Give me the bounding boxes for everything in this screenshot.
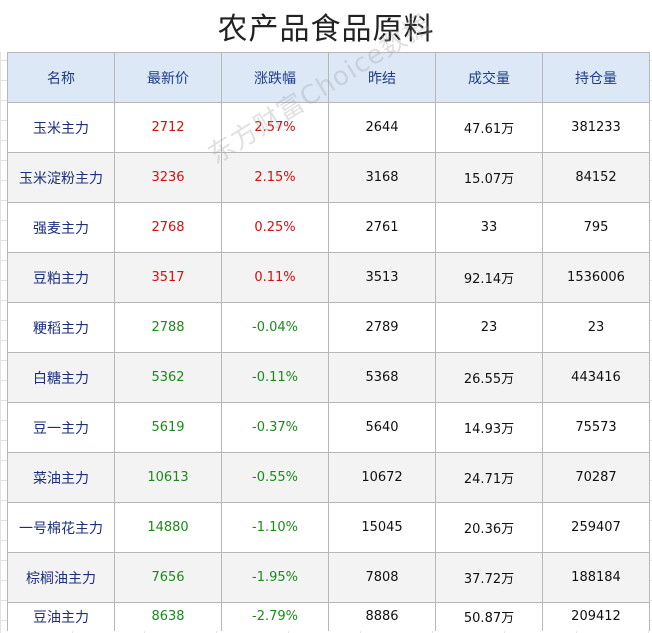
col-header-prev[interactable]: 昨结	[328, 52, 436, 103]
table-row: 玉米主力 2712 2.57% 2644 47.61万 381233	[7, 102, 650, 153]
cell-name[interactable]: 豆一主力	[7, 402, 115, 453]
cell-change[interactable]: -2.79%	[221, 602, 329, 631]
cell-volume[interactable]: 24.71万	[435, 452, 543, 503]
table-row: 豆粕主力 3517 0.11% 3513 92.14万 1536006	[7, 252, 650, 303]
cell-change[interactable]: -0.04%	[221, 302, 329, 353]
table-row: 一号棉花主力 14880 -1.10% 15045 20.36万 259407	[7, 502, 650, 553]
cell-volume[interactable]: 23	[435, 302, 543, 353]
cell-change[interactable]: 2.57%	[221, 102, 329, 153]
cell-change[interactable]: -0.37%	[221, 402, 329, 453]
cell-oi[interactable]: 70287	[542, 452, 650, 503]
cell-name[interactable]: 豆粕主力	[7, 252, 115, 303]
cell-change[interactable]: -1.10%	[221, 502, 329, 553]
cell-prev[interactable]: 3168	[328, 152, 436, 203]
cell-change[interactable]: 0.25%	[221, 202, 329, 253]
col-header-name[interactable]: 名称	[7, 52, 115, 103]
col-header-change[interactable]: 涨跌幅	[221, 52, 329, 103]
cell-oi[interactable]: 795	[542, 202, 650, 253]
cell-price[interactable]: 8638	[114, 602, 222, 631]
cell-price[interactable]: 2712	[114, 102, 222, 153]
cell-price[interactable]: 2788	[114, 302, 222, 353]
table-row: 白糖主力 5362 -0.11% 5368 26.55万 443416	[7, 352, 650, 403]
cell-prev[interactable]: 8886	[328, 602, 436, 631]
col-header-oi[interactable]: 持仓量	[542, 52, 650, 103]
cell-prev[interactable]: 5368	[328, 352, 436, 403]
cell-name[interactable]: 玉米主力	[7, 102, 115, 153]
futures-table: 名称 最新价 涨跌幅 昨结 成交量 持仓量 玉米主力 2712 2.57% 26…	[7, 52, 650, 631]
cell-name[interactable]: 白糖主力	[7, 352, 115, 403]
cell-prev[interactable]: 7808	[328, 552, 436, 603]
sheet-title: 农产品食品原料	[0, 0, 652, 52]
cell-price[interactable]: 3517	[114, 252, 222, 303]
cell-change[interactable]: 0.11%	[221, 252, 329, 303]
cell-name[interactable]: 粳稻主力	[7, 302, 115, 353]
table-row: 菜油主力 10613 -0.55% 10672 24.71万 70287	[7, 452, 650, 503]
cell-price[interactable]: 14880	[114, 502, 222, 553]
cell-name[interactable]: 强麦主力	[7, 202, 115, 253]
cell-oi[interactable]: 209412	[542, 602, 650, 631]
cell-name[interactable]: 玉米淀粉主力	[7, 152, 115, 203]
cell-prev[interactable]: 15045	[328, 502, 436, 553]
cell-volume[interactable]: 50.87万	[435, 602, 543, 631]
cell-price[interactable]: 5362	[114, 352, 222, 403]
cell-prev[interactable]: 2789	[328, 302, 436, 353]
cell-name[interactable]: 一号棉花主力	[7, 502, 115, 553]
cell-oi[interactable]: 443416	[542, 352, 650, 403]
cell-name[interactable]: 菜油主力	[7, 452, 115, 503]
table-row: 粳稻主力 2788 -0.04% 2789 23 23	[7, 302, 650, 353]
cell-name[interactable]: 豆油主力	[7, 602, 115, 631]
table-row: 棕榈油主力 7656 -1.95% 7808 37.72万 188184	[7, 552, 650, 603]
cell-price[interactable]: 2768	[114, 202, 222, 253]
cell-price[interactable]: 5619	[114, 402, 222, 453]
header-row: 名称 最新价 涨跌幅 昨结 成交量 持仓量	[7, 52, 650, 103]
cell-oi[interactable]: 259407	[542, 502, 650, 553]
cell-change[interactable]: -0.55%	[221, 452, 329, 503]
cell-prev[interactable]: 2761	[328, 202, 436, 253]
cell-volume[interactable]: 20.36万	[435, 502, 543, 553]
cell-price[interactable]: 10613	[114, 452, 222, 503]
cell-change[interactable]: -0.11%	[221, 352, 329, 403]
table-row: 豆油主力 8638 -2.79% 8886 50.87万 209412	[7, 602, 650, 631]
cell-volume[interactable]: 92.14万	[435, 252, 543, 303]
cell-volume[interactable]: 47.61万	[435, 102, 543, 153]
cell-oi[interactable]: 188184	[542, 552, 650, 603]
col-header-price[interactable]: 最新价	[114, 52, 222, 103]
cell-oi[interactable]: 381233	[542, 102, 650, 153]
cell-oi[interactable]: 1536006	[542, 252, 650, 303]
cell-volume[interactable]: 26.55万	[435, 352, 543, 403]
cell-prev[interactable]: 10672	[328, 452, 436, 503]
table-row: 强麦主力 2768 0.25% 2761 33 795	[7, 202, 650, 253]
cell-name[interactable]: 棕榈油主力	[7, 552, 115, 603]
table-row: 豆一主力 5619 -0.37% 5640 14.93万 75573	[7, 402, 650, 453]
cell-volume[interactable]: 33	[435, 202, 543, 253]
cell-prev[interactable]: 5640	[328, 402, 436, 453]
cell-price[interactable]: 7656	[114, 552, 222, 603]
cell-oi[interactable]: 75573	[542, 402, 650, 453]
cell-price[interactable]: 3236	[114, 152, 222, 203]
cell-prev[interactable]: 2644	[328, 102, 436, 153]
cell-change[interactable]: -1.95%	[221, 552, 329, 603]
cell-oi[interactable]: 84152	[542, 152, 650, 203]
cell-volume[interactable]: 14.93万	[435, 402, 543, 453]
cell-oi[interactable]: 23	[542, 302, 650, 353]
cell-prev[interactable]: 3513	[328, 252, 436, 303]
cell-volume[interactable]: 37.72万	[435, 552, 543, 603]
cell-change[interactable]: 2.15%	[221, 152, 329, 203]
cell-volume[interactable]: 15.07万	[435, 152, 543, 203]
table-row: 玉米淀粉主力 3236 2.15% 3168 15.07万 84152	[7, 152, 650, 203]
col-header-volume[interactable]: 成交量	[435, 52, 543, 103]
